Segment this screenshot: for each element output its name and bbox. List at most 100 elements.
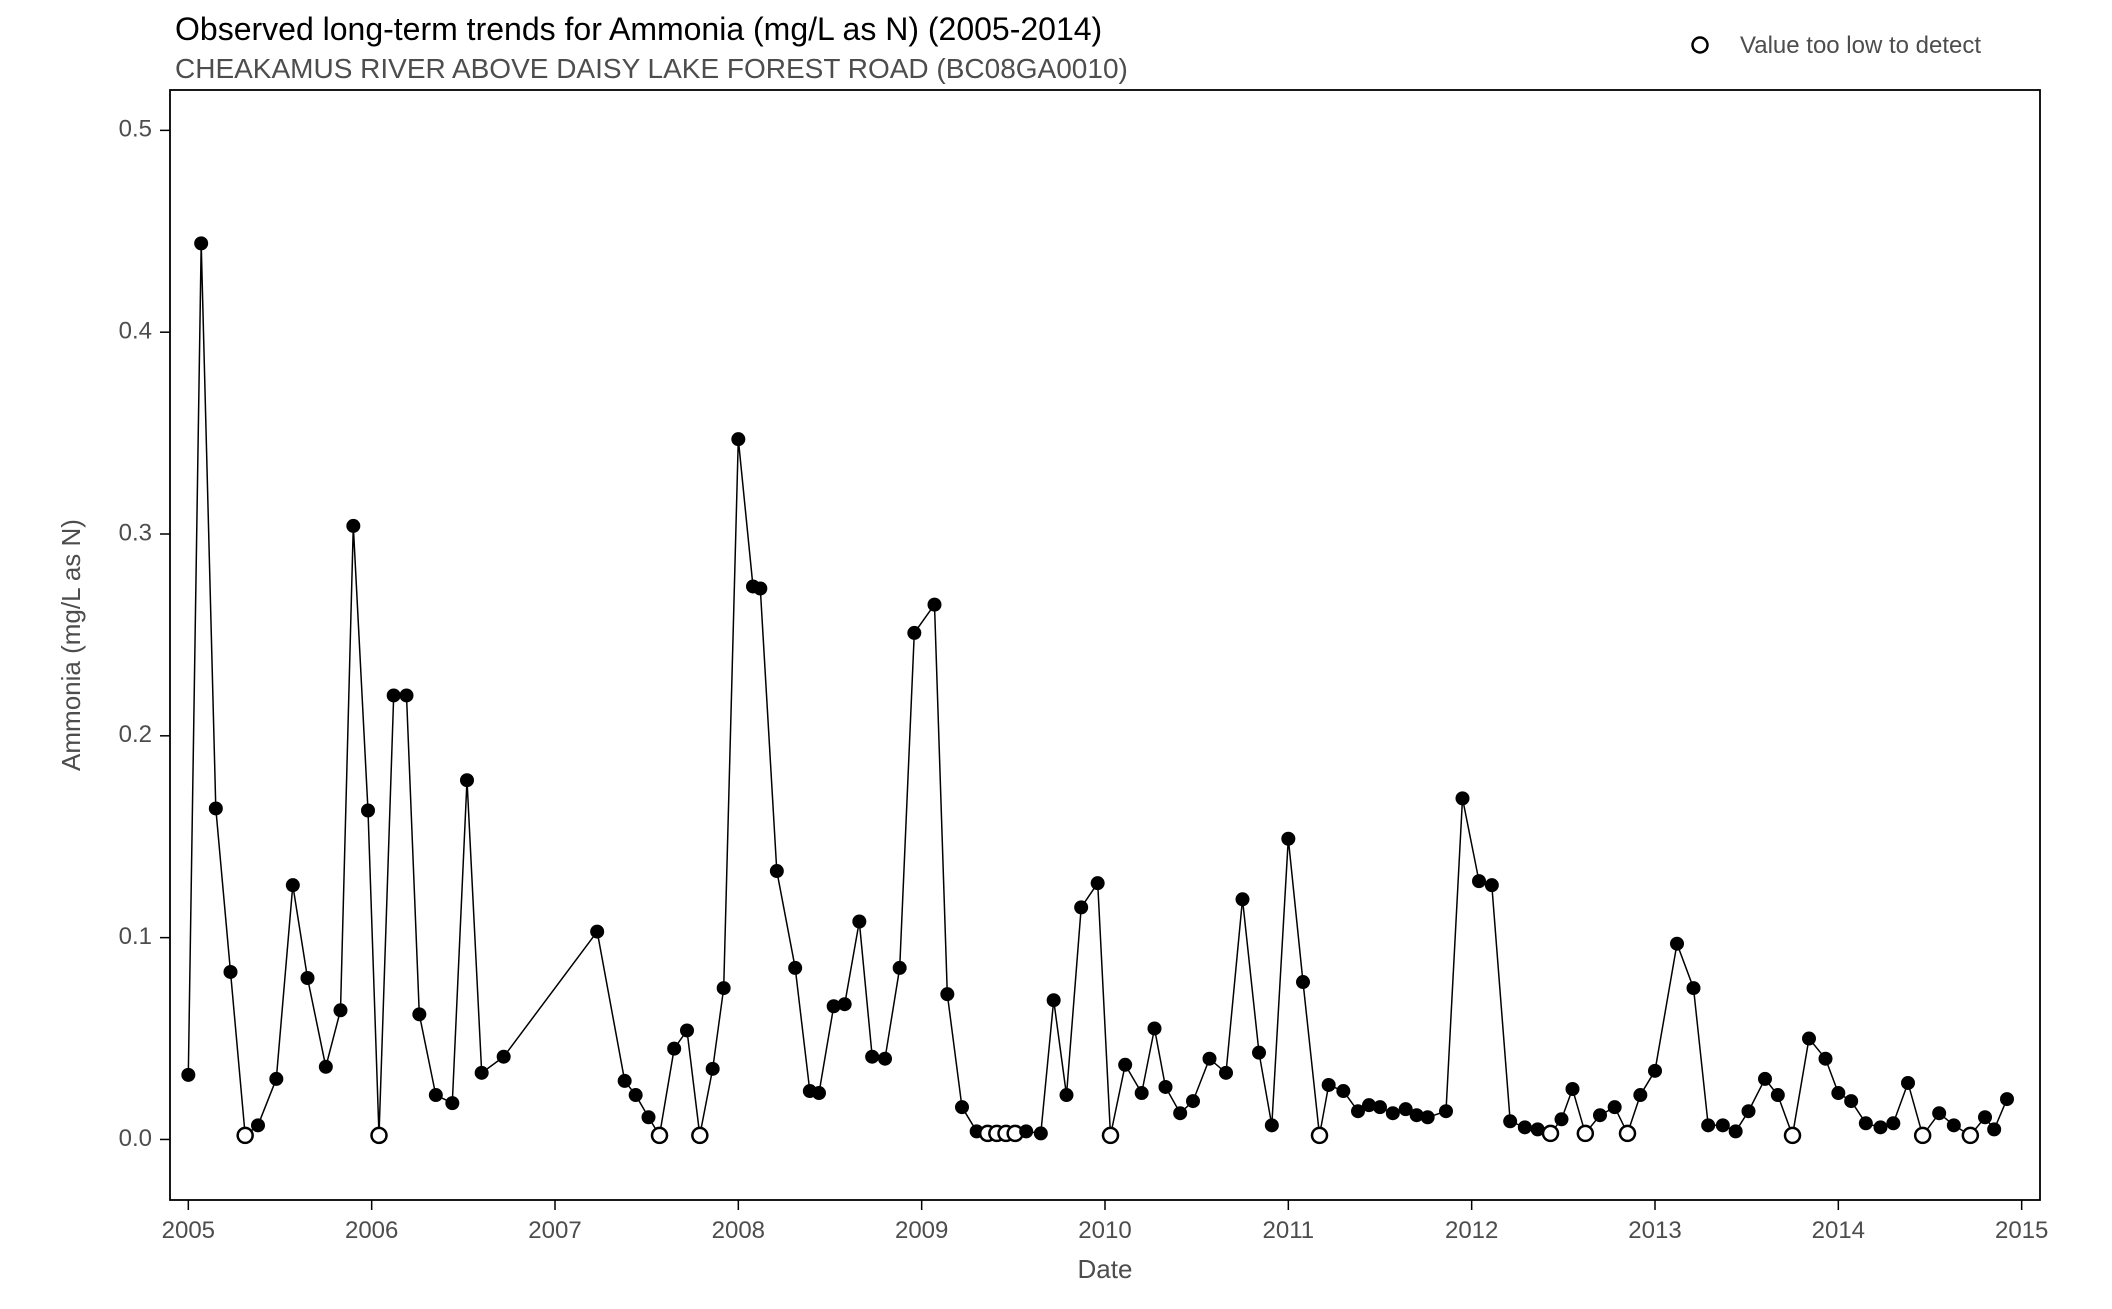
data-point (1456, 792, 1469, 805)
data-point (1819, 1052, 1832, 1065)
data-point-open (238, 1128, 253, 1143)
legend-label: Value too low to detect (1740, 32, 1981, 59)
data-point (893, 961, 906, 974)
data-point (1020, 1125, 1033, 1138)
data-point (252, 1119, 265, 1132)
data-point (908, 626, 921, 639)
data-point (853, 915, 866, 928)
data-point (668, 1042, 681, 1055)
data-point (1716, 1119, 1729, 1132)
data-point (754, 582, 767, 595)
data-point (732, 433, 745, 446)
data-point (1947, 1119, 1960, 1132)
x-tick-label: 2014 (1812, 1217, 1865, 1244)
data-point (1253, 1046, 1266, 1059)
x-axis-label: Date (1078, 1254, 1133, 1284)
data-point (334, 1004, 347, 1017)
data-point (1859, 1117, 1872, 1130)
data-point (1504, 1115, 1517, 1128)
data-point (1282, 832, 1295, 845)
data-point-open (1543, 1126, 1558, 1141)
data-point-open (692, 1128, 707, 1143)
data-point (1075, 901, 1088, 914)
data-point (1034, 1127, 1047, 1140)
data-point (1902, 1076, 1915, 1089)
x-tick-label: 2007 (528, 1217, 581, 1244)
data-point (629, 1089, 642, 1102)
data-point-open (1103, 1128, 1118, 1143)
x-tick-label: 2008 (712, 1217, 765, 1244)
data-point (1174, 1107, 1187, 1120)
data-point (789, 961, 802, 974)
data-point (866, 1050, 879, 1063)
data-point (1060, 1089, 1073, 1102)
data-point (400, 689, 413, 702)
data-point (1220, 1066, 1233, 1079)
data-point-open (1915, 1128, 1930, 1143)
data-point (838, 998, 851, 1011)
data-point (1473, 875, 1486, 888)
data-point-open (1963, 1128, 1978, 1143)
x-tick-label: 2010 (1078, 1217, 1131, 1244)
data-point (1771, 1089, 1784, 1102)
x-tick-label: 2013 (1628, 1217, 1681, 1244)
data-point (1135, 1087, 1148, 1100)
y-tick-label: 0.1 (119, 923, 152, 950)
data-point (1729, 1125, 1742, 1138)
data-point (1634, 1089, 1647, 1102)
data-point (2001, 1093, 2014, 1106)
data-point (1091, 877, 1104, 890)
data-point (497, 1050, 510, 1063)
data-point (429, 1089, 442, 1102)
data-point (706, 1062, 719, 1075)
data-point (1671, 937, 1684, 950)
legend-marker-open-circle (1693, 38, 1708, 53)
data-point (1440, 1105, 1453, 1118)
data-point-open (372, 1128, 387, 1143)
data-point (1845, 1095, 1858, 1108)
data-point (195, 237, 208, 250)
chart-container: Observed long-term trends for Ammonia (m… (0, 0, 2112, 1309)
y-tick-label: 0.0 (119, 1125, 152, 1152)
data-point (1265, 1119, 1278, 1132)
data-point (956, 1101, 969, 1114)
data-point (1485, 879, 1498, 892)
data-point (461, 774, 474, 787)
data-point (319, 1060, 332, 1073)
data-point (209, 802, 222, 815)
x-tick-label: 2005 (162, 1217, 215, 1244)
data-point (1297, 976, 1310, 989)
data-point (301, 972, 314, 985)
x-tick-label: 2009 (895, 1217, 948, 1244)
data-point (446, 1097, 459, 1110)
y-tick-label: 0.4 (119, 318, 152, 345)
data-point (1979, 1111, 1992, 1124)
data-point (642, 1111, 655, 1124)
data-point (387, 689, 400, 702)
x-tick-label: 2012 (1445, 1217, 1498, 1244)
data-point (1555, 1113, 1568, 1126)
y-tick-label: 0.5 (119, 116, 152, 143)
data-point (1608, 1101, 1621, 1114)
data-point (1148, 1022, 1161, 1035)
data-point (717, 982, 730, 995)
data-point (1594, 1109, 1607, 1122)
chart-subtitle: CHEAKAMUS RIVER ABOVE DAISY LAKE FOREST … (175, 53, 1128, 84)
data-point (1988, 1123, 2001, 1136)
data-point (1386, 1107, 1399, 1120)
data-point (591, 925, 604, 938)
data-point (1803, 1032, 1816, 1045)
data-point (1047, 994, 1060, 1007)
data-point (182, 1068, 195, 1081)
data-point (286, 879, 299, 892)
data-point (347, 519, 360, 532)
data-point (1236, 893, 1249, 906)
data-point (1832, 1087, 1845, 1100)
y-tick-label: 0.2 (119, 721, 152, 748)
data-point (928, 598, 941, 611)
data-point (413, 1008, 426, 1021)
data-point (1518, 1121, 1531, 1134)
data-point (1702, 1119, 1715, 1132)
data-point (1742, 1105, 1755, 1118)
data-point (1203, 1052, 1216, 1065)
